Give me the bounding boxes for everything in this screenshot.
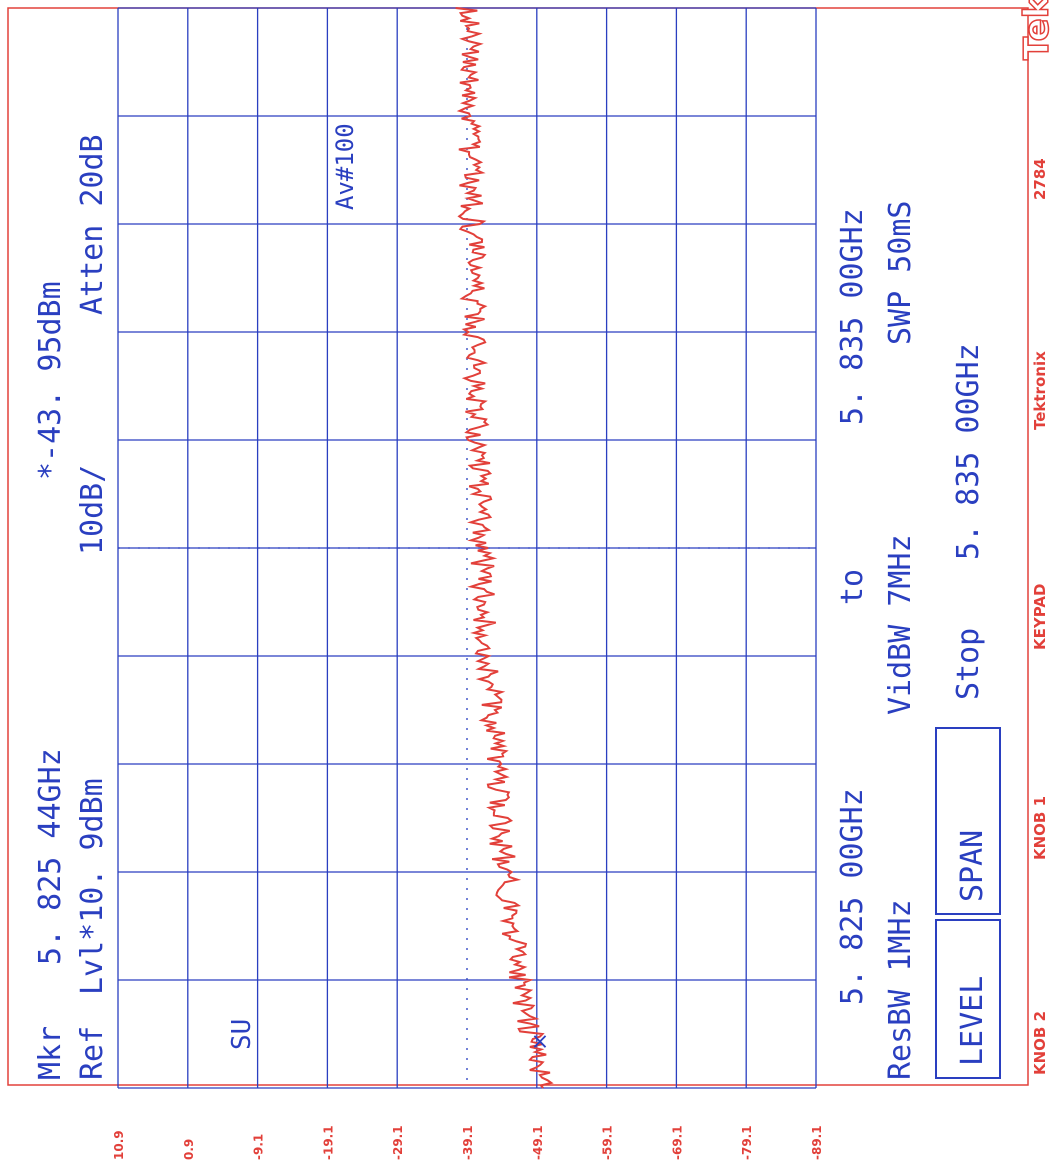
span-softkey[interactable]: SPAN (935, 727, 1001, 915)
footer-row-3: Stop 5. 835 00GHz (951, 343, 986, 700)
span-softkey-box[interactable] (935, 727, 1001, 915)
svg-text:KNOB 2: KNOB 2 (1031, 1011, 1049, 1075)
svg-text:Tektronix: Tektronix (1031, 351, 1049, 430)
knob-1-label[interactable]: KNOB 1 (1031, 796, 1049, 860)
resolution-bandwidth: ResBW 1MHz (883, 899, 918, 1080)
vendor-label: Tektronix (1031, 351, 1049, 430)
level-tick-text: -69.1 (670, 1125, 684, 1160)
stop-label: Stop (951, 628, 986, 700)
mode-annotation: SU (227, 1019, 257, 1050)
level-tick-label: -59.1 (601, 1125, 615, 1160)
footer-row-1: 5. 825 00GHz to 5. 835 00GHz (835, 208, 870, 1005)
level-tick-label: -49.1 (531, 1125, 545, 1160)
level-softkey-label: LEVEL (955, 976, 990, 1066)
spectrum-trace (455, 7, 554, 1089)
level-tick-label: -29.1 (391, 1125, 405, 1160)
level-tick-labels: 10.9 0.9 -9.1 -19.1 -29.1 -39.1 -49.1 -59.1 -69.… (112, 1125, 824, 1160)
marker-frequency: 5. 825 44GHz (33, 748, 68, 965)
level-tick-label: -89.1 (810, 1125, 824, 1160)
mode-label: SU (227, 1019, 257, 1050)
level-tick-label: -39.1 (461, 1125, 475, 1160)
tek-logo: Tek (1016, 0, 1053, 61)
level-tick-label: -19.1 (321, 1125, 335, 1160)
stop-frequency: 5. 835 00GHz (951, 343, 986, 560)
level-tick-text: 0.9 (182, 1139, 196, 1160)
end-frequency: 5. 835 00GHz (835, 208, 870, 425)
footer-row-2: ResBW 1MHz VidBW 7MHz SWP 50mS (883, 201, 918, 1081)
level-softkey[interactable]: LEVEL (935, 919, 1001, 1079)
video-bandwidth: VidBW 7MHz (883, 534, 918, 715)
knob-2-label[interactable]: KNOB 2 (1031, 1011, 1049, 1075)
svg-text:2784: 2784 (1031, 158, 1049, 200)
level-tick-label: 10.9 (112, 1130, 126, 1160)
model-number: 2784 (1031, 158, 1049, 200)
ref-level: Lvl*10. 9dBm (75, 778, 110, 995)
to-label: to (835, 569, 870, 605)
svg-text:KNOB 1: KNOB 1 (1031, 796, 1049, 860)
scale-per-division: 10dB/ (75, 465, 110, 555)
attenuation: Atten 20dB (75, 134, 110, 315)
svg-text:KEYPAD: KEYPAD (1031, 584, 1049, 650)
level-tick-label: -9.1 (252, 1134, 266, 1160)
level-tick-label: -79.1 (740, 1125, 754, 1160)
graticule (117, 7, 817, 1089)
sweep-time: SWP 50mS (883, 201, 918, 346)
level-tick-text: -49.1 (531, 1125, 545, 1160)
level-tick-text: -79.1 (740, 1125, 754, 1160)
svg-text:Tek: Tek (1017, 0, 1053, 60)
level-tick-label: 0.9 (182, 1139, 196, 1160)
ref-label: Ref (75, 1026, 110, 1080)
start-frequency: 5. 825 00GHz (835, 788, 870, 1005)
outer-frame (7, 7, 1029, 1086)
marker-glyph: × (531, 1029, 549, 1054)
level-tick-text: -59.1 (601, 1125, 615, 1160)
level-tick-text: -29.1 (391, 1125, 405, 1160)
level-tick-text: -89.1 (810, 1125, 824, 1160)
level-tick-text: 10.9 (112, 1130, 126, 1160)
marker-label: Mkr (33, 1026, 68, 1080)
averaging-annotation: Av#100 (331, 123, 359, 210)
header-row-2: Ref Lvl*10. 9dBm 10dB/ Atten 20dB (75, 134, 110, 1080)
header-row-1: Mkr 5. 825 44GHz *-43. 95dBm (33, 281, 68, 1080)
marker-level: *-43. 95dBm (33, 281, 68, 480)
marker-x: × (531, 1029, 549, 1054)
level-tick-text: -9.1 (252, 1134, 266, 1160)
level-softkey-box[interactable] (935, 919, 1001, 1079)
keypad-label[interactable]: KEYPAD (1031, 584, 1049, 650)
span-softkey-label: SPAN (955, 830, 990, 902)
level-tick-label: -69.1 (670, 1125, 684, 1160)
averaging-label: Av#100 (331, 123, 359, 210)
level-tick-text: -19.1 (321, 1125, 335, 1160)
level-tick-text: -39.1 (461, 1125, 475, 1160)
